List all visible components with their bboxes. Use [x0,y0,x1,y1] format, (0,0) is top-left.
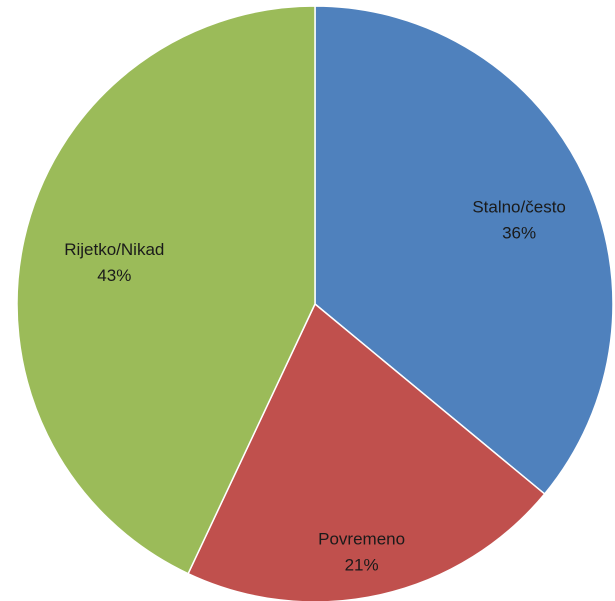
pie-labels: Stalno/često 36% Povremeno 21% Rijetko/Nikad… [64,198,566,575]
pie-slice-value-label: 36% [502,224,536,243]
pie-slice-value-label: 21% [345,555,379,574]
pie-slice-2 [187,302,546,601]
pie-slice-label: Rijetko/Nikad [64,240,164,259]
pie-slices [16,5,614,601]
pie-slice-3 [16,5,316,575]
pie-slice-1 [314,5,614,496]
pie-slice-label: Stalno/često [472,198,566,217]
pie-slice-label: Povremeno [318,529,405,548]
pie-slice-value-label: 43% [97,266,131,285]
